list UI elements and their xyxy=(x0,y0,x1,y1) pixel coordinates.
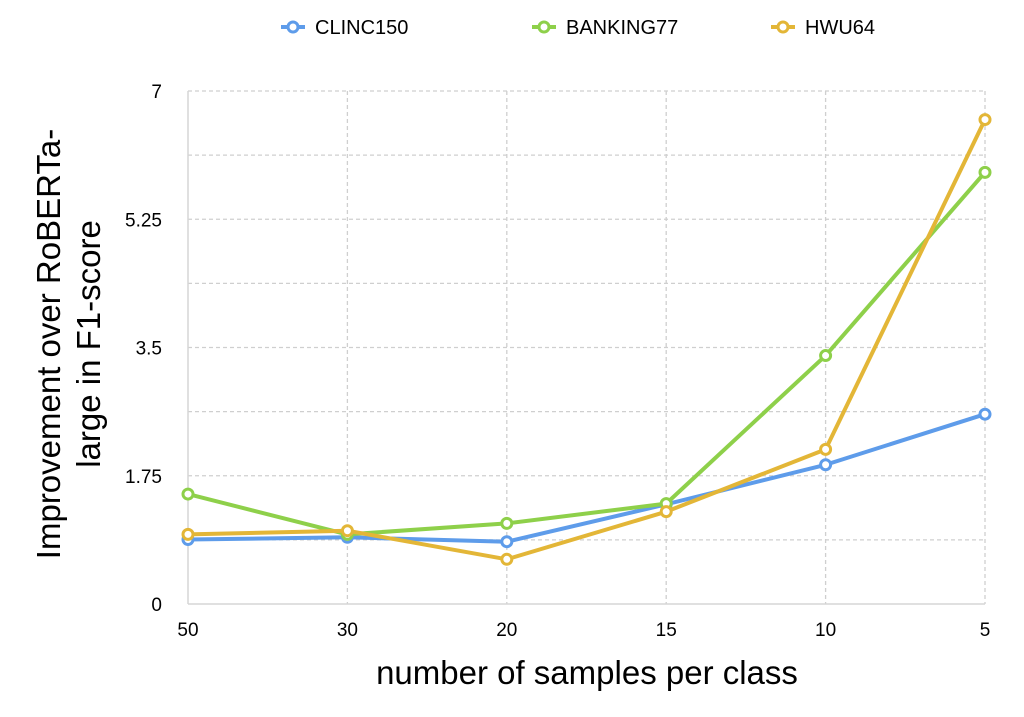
y-axis-ticks: 0 1.75 3.5 5.25 7 xyxy=(125,82,162,616)
data-point-banking77 xyxy=(819,349,833,363)
axes xyxy=(187,91,985,605)
data-point-hwu64 xyxy=(181,527,195,541)
data-point-banking77 xyxy=(181,487,195,501)
legend-label-banking77: BANKING77 xyxy=(566,17,678,39)
x-tick-label: 30 xyxy=(337,620,358,641)
data-point-hwu64 xyxy=(659,505,673,519)
y-tick-label: 3.5 xyxy=(136,339,162,360)
legend-item-banking77: BANKING77 xyxy=(532,17,678,39)
data-point-clinc150 xyxy=(819,458,833,472)
y-axis-label: Improvement over RoBERTa- large in F1-sc… xyxy=(30,129,107,559)
x-tick-label: 10 xyxy=(815,620,836,641)
legend-label-hwu64: HWU64 xyxy=(805,17,875,39)
y-tick-label: 5.25 xyxy=(125,210,162,231)
y-axis-label-line-1: Improvement over RoBERTa- xyxy=(30,129,67,559)
y-tick-label: 7 xyxy=(151,82,162,103)
legend-marker-banking77 xyxy=(537,20,551,34)
y-tick-label: 1.75 xyxy=(125,467,162,488)
data-point-hwu64 xyxy=(978,113,992,127)
legend: CLINC150 BANKING77 HWU64 xyxy=(281,17,875,39)
data-point-hwu64 xyxy=(819,442,833,456)
legend-marker-clinc150 xyxy=(286,20,300,34)
series-line-banking77 xyxy=(186,170,987,537)
data-point-hwu64 xyxy=(500,552,514,566)
legend-label-clinc150: CLINC150 xyxy=(315,17,408,39)
y-tick-label: 0 xyxy=(151,595,162,616)
data-point-clinc150 xyxy=(978,407,992,421)
grid xyxy=(188,90,986,604)
x-tick-label: 20 xyxy=(496,620,517,641)
y-axis-label-line-2: large in F1-score xyxy=(70,220,107,468)
series-line-clinc150 xyxy=(186,412,987,544)
data-point-banking77 xyxy=(978,165,992,179)
data-point-banking77 xyxy=(500,516,514,530)
series-group xyxy=(181,113,992,566)
x-tick-label: 50 xyxy=(177,620,198,641)
x-tick-label: 5 xyxy=(980,620,991,641)
x-axis-label: number of samples per class xyxy=(376,654,798,691)
legend-item-clinc150: CLINC150 xyxy=(281,17,408,39)
data-point-hwu64 xyxy=(340,524,354,538)
x-axis-ticks: 50 30 20 15 10 5 xyxy=(177,620,990,641)
legend-marker-hwu64 xyxy=(776,20,790,34)
data-point-clinc150 xyxy=(500,535,514,549)
series-line-hwu64 xyxy=(186,117,987,562)
legend-item-hwu64: HWU64 xyxy=(771,17,875,39)
x-tick-label: 15 xyxy=(656,620,677,641)
